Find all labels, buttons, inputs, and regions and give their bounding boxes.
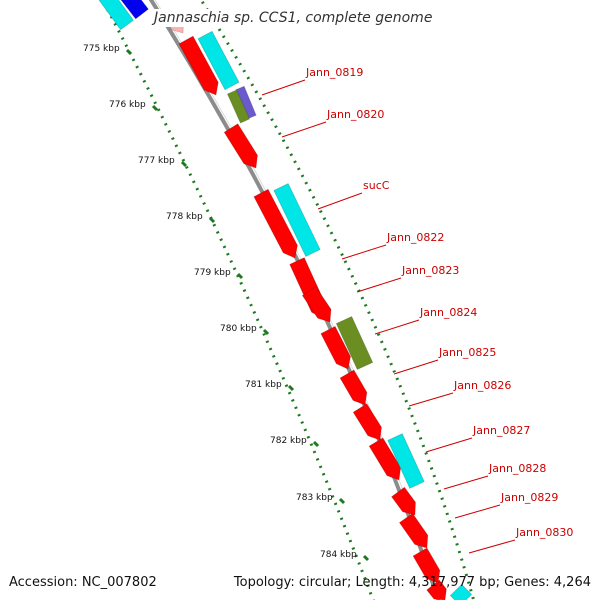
- gene-features: [98, 0, 473, 600]
- gene-label-leader: [281, 121, 327, 138]
- gene-label[interactable]: Jann_0825: [438, 346, 496, 359]
- kbp-label: 783 kbp: [296, 493, 333, 503]
- reverse-gene-arrow: [387, 433, 425, 489]
- kbp-label: 775 kbp: [83, 44, 120, 54]
- kbp-major-tick: [236, 272, 244, 280]
- topology-summary: Topology: circular; Length: 4,317,977 bp…: [233, 575, 591, 590]
- forward-gene-arrow: [339, 369, 368, 406]
- forward-gene-arrow: [253, 188, 298, 259]
- reverse-gene-arrow: [197, 30, 240, 91]
- kbp-major-tick: [151, 104, 159, 112]
- gene-label-leader: [393, 359, 439, 375]
- kbp-label: 780 kbp: [220, 324, 257, 334]
- kbp-major-tick: [338, 497, 346, 505]
- gene-label-leader: [408, 392, 454, 407]
- reverse-gene-arrow: [98, 0, 135, 31]
- kbp-major-tick: [287, 384, 295, 392]
- kbp-major-tick: [262, 328, 270, 336]
- forward-gene-arrow: [178, 35, 219, 96]
- kbp-label: 779 kbp: [194, 268, 231, 278]
- gene-label[interactable]: sucC: [363, 179, 390, 192]
- gene-label-leader: [454, 504, 501, 519]
- kbp-major-tick: [125, 48, 133, 56]
- gene-label-leader: [443, 475, 489, 490]
- kbp-major-tick: [362, 554, 370, 562]
- blue-feature-arrow: [120, 0, 149, 20]
- kbp-label: 784 kbp: [320, 550, 357, 560]
- genome-backbone-highlight: [154, 0, 443, 600]
- kbp-major-tick: [208, 216, 216, 224]
- forward-gene-arrow: [368, 437, 402, 481]
- genome-backbone: [148, 0, 441, 600]
- forward-gene-arrow: [352, 403, 382, 441]
- gene-label-leader: [341, 244, 387, 260]
- forward-gene-arrow: [223, 123, 258, 169]
- gene-label[interactable]: Jann_0827: [472, 424, 530, 437]
- gene-label[interactable]: Jann_0824: [419, 306, 477, 319]
- gene-label-leader: [468, 539, 516, 554]
- olive-feature-arrow: [335, 315, 374, 371]
- gene-label-leader: [356, 277, 402, 293]
- gene-label[interactable]: Jann_0829: [500, 491, 558, 504]
- gene-label[interactable]: Jann_0820: [326, 108, 384, 121]
- reverse-gene-arrow: [449, 583, 473, 600]
- kbp-major-tick: [312, 440, 320, 448]
- forward-gene-arrow: [301, 285, 332, 323]
- gene-label[interactable]: Jann_0826: [453, 379, 511, 392]
- forward-gene-arrow: [426, 579, 447, 600]
- kbp-label: 782 kbp: [270, 436, 307, 446]
- forward-gene-arrow: [398, 512, 429, 549]
- gene-label-leader: [261, 79, 306, 96]
- scale-ticks: [100, 0, 476, 600]
- gene-label[interactable]: Jann_0830: [515, 526, 573, 539]
- kbp-scale: 775 kbp 776 kbp 777 kbp 778 kbp 779 kbp 780 k…: [83, 44, 370, 562]
- accession-text: Accession: NC_007802: [9, 575, 157, 590]
- gene-labels: Jann_0819 Jann_0820 sucC Jann_0822 Jann_0823…: [261, 66, 573, 554]
- kbp-label: 777 kbp: [138, 156, 175, 166]
- gene-label[interactable]: Jann_0828: [488, 462, 546, 475]
- gene-label-leader: [425, 437, 473, 453]
- forward-gene-arrow: [412, 547, 441, 584]
- forward-gene-arrow: [320, 325, 351, 370]
- kbp-label: 781 kbp: [245, 380, 282, 390]
- inner-dotted-ring: [100, 0, 375, 600]
- gene-label-leader: [374, 319, 420, 335]
- kbp-label: 778 kbp: [166, 212, 203, 222]
- gene-label[interactable]: Jann_0823: [401, 264, 459, 277]
- forward-gene-arrow: [391, 486, 416, 516]
- gene-label[interactable]: Jann_0822: [386, 231, 444, 244]
- olive-feature-arrow: [226, 89, 251, 124]
- kbp-major-tick: [180, 160, 188, 168]
- reverse-gene-arrow: [273, 182, 321, 258]
- kbp-label: 776 kbp: [109, 100, 146, 110]
- gene-label[interactable]: Jann_0819: [305, 66, 363, 79]
- genome-title: Jannaschia sp. CCS1, complete genome: [150, 9, 437, 27]
- gene-label-leader: [317, 192, 363, 210]
